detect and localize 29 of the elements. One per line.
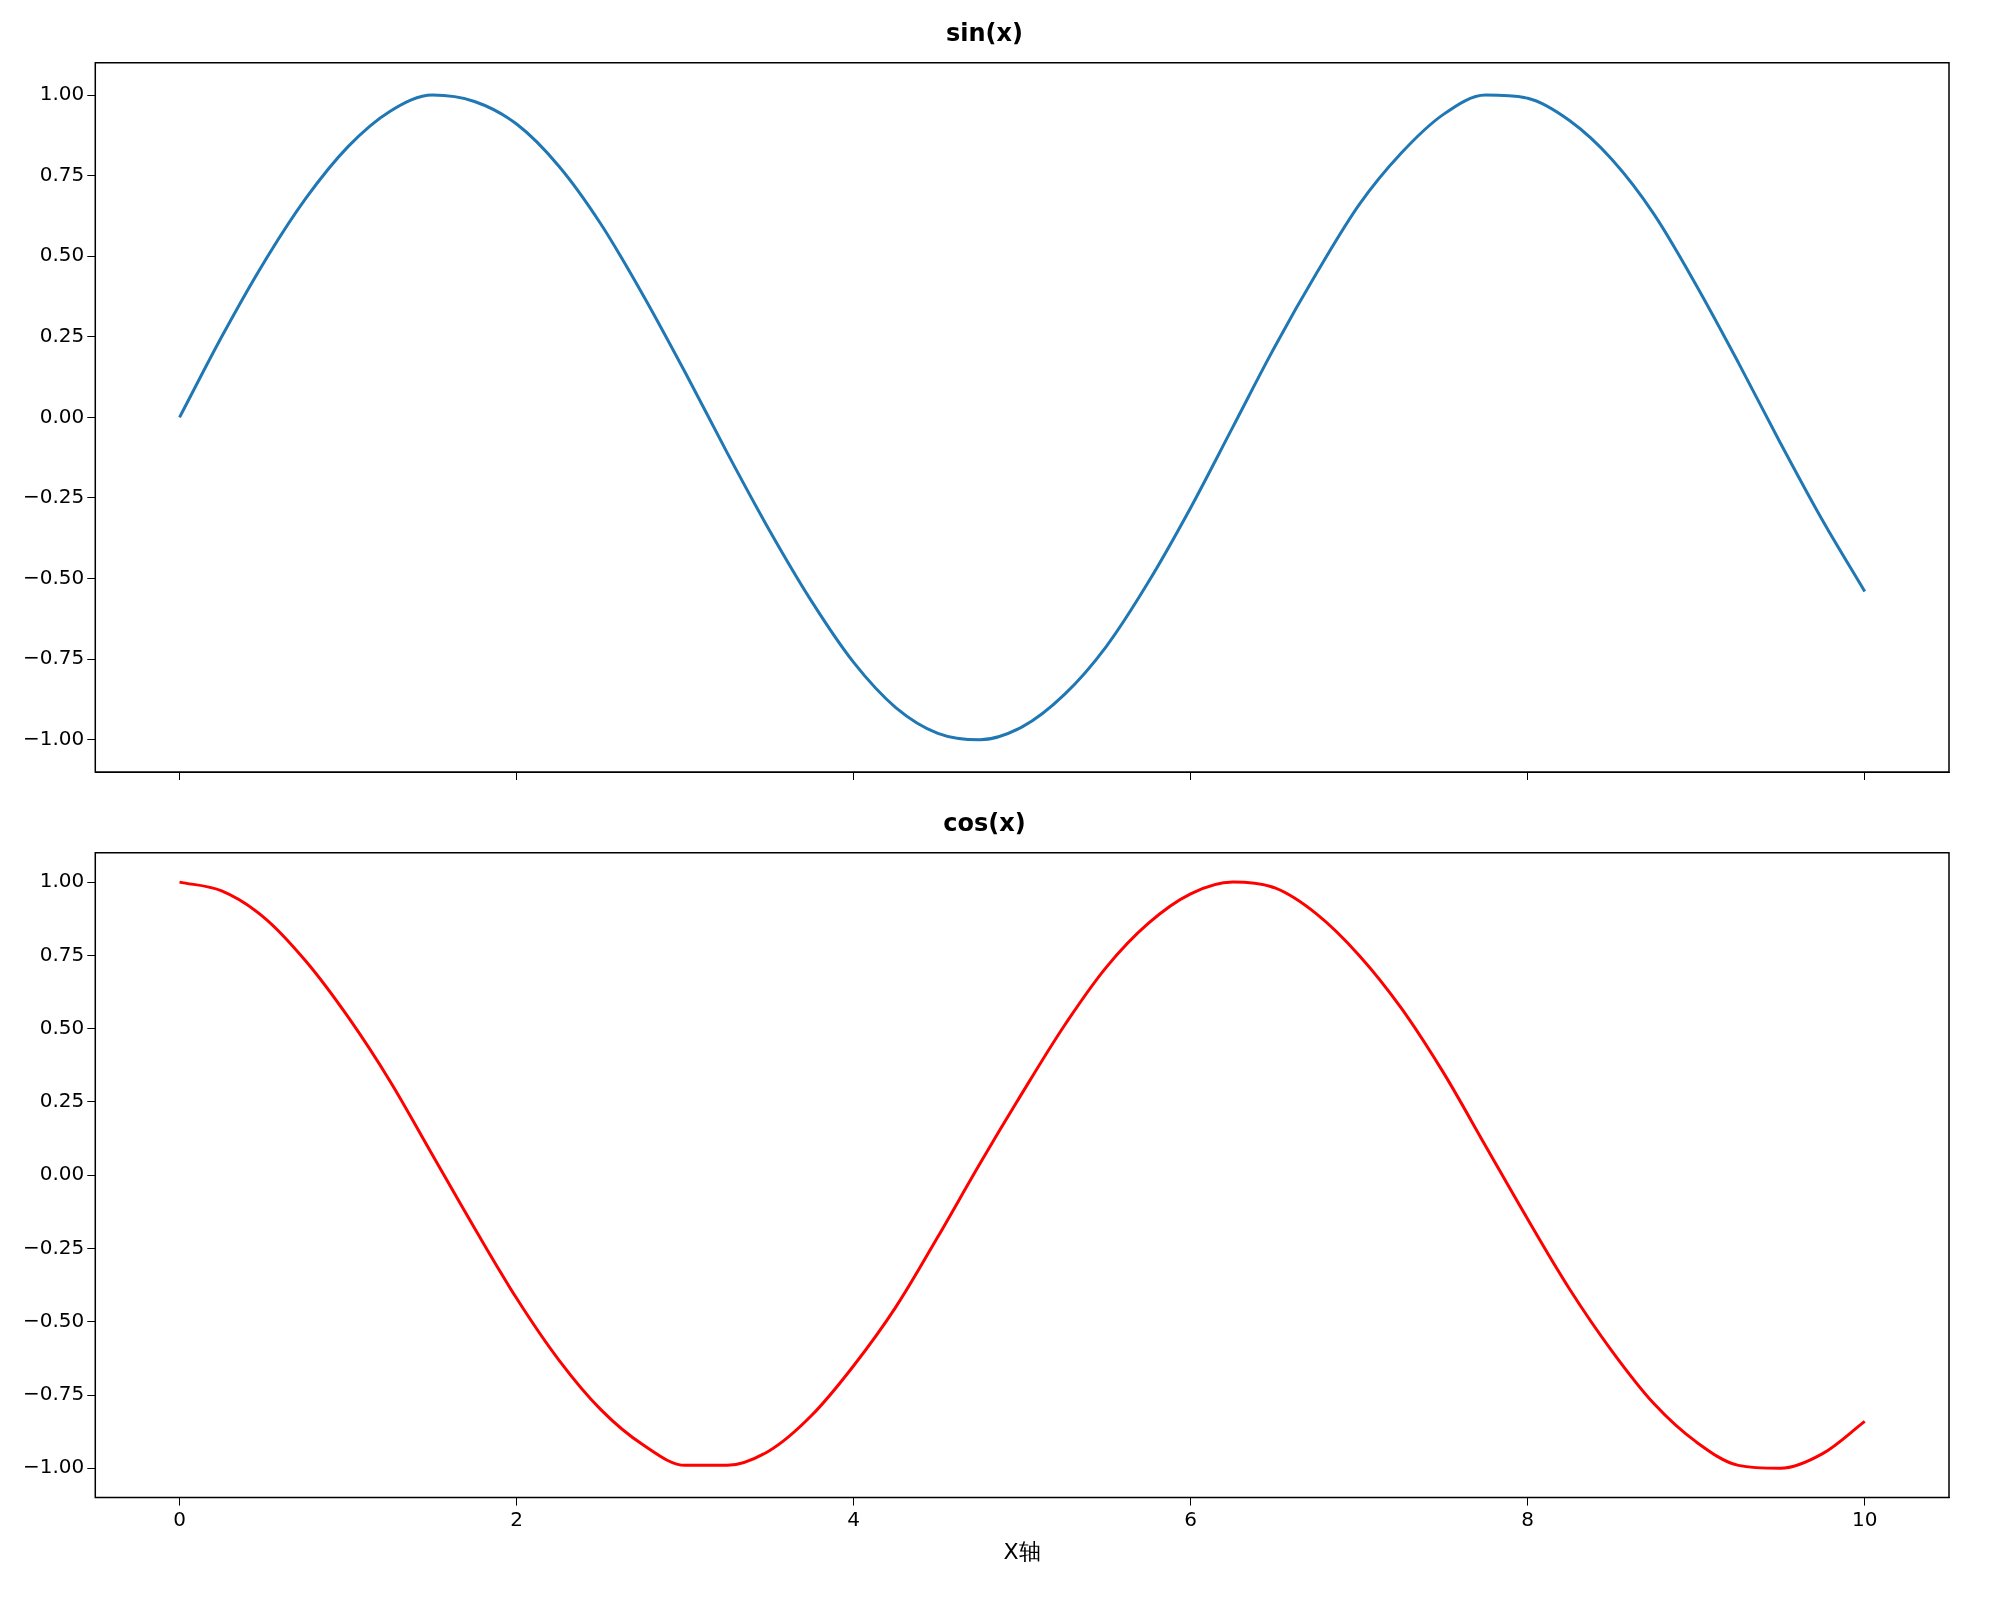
y-tick-label: 0.25: [39, 1088, 85, 1113]
line-series: [178, 93, 1867, 742]
y-tick-label: −1.00: [22, 1454, 85, 1479]
y-tick-label: −0.25: [22, 484, 85, 509]
y-tick-label: −0.75: [22, 1381, 85, 1406]
chart-title: sin(x): [945, 18, 1024, 47]
y-tick-label: 0.00: [39, 1161, 85, 1186]
x-tick-label: 0: [173, 1506, 186, 1531]
chart-title: cos(x): [943, 808, 1026, 837]
y-tick-label: 0.50: [39, 1014, 85, 1039]
y-tick-label: −1.00: [22, 725, 85, 750]
line-series: [178, 880, 1867, 1470]
x-tick-label: 8: [1521, 1506, 1535, 1531]
y-tick-label: −0.75: [22, 645, 85, 670]
y-tick-label: 0.00: [39, 403, 85, 428]
x-tick-label: 6: [1184, 1506, 1198, 1531]
y-tick-label: −0.50: [22, 1307, 85, 1332]
y-tick-label: −0.25: [22, 1234, 85, 1259]
y-tick-label: 1.00: [39, 868, 85, 893]
y-tick-label: 0.50: [39, 242, 85, 267]
y-tick-label: 0.75: [39, 161, 85, 186]
x-tick-label: 4: [847, 1506, 860, 1531]
x-tick-label: 2: [510, 1506, 523, 1531]
x-axis-title: X轴: [1003, 1538, 1041, 1564]
y-tick-label: 1.00: [39, 81, 85, 106]
y-tick-label: 0.25: [39, 323, 85, 348]
y-tick-label: 0.75: [39, 941, 85, 966]
x-tick-label: 10: [1852, 1506, 1878, 1531]
y-tick-label: −0.50: [22, 564, 85, 589]
